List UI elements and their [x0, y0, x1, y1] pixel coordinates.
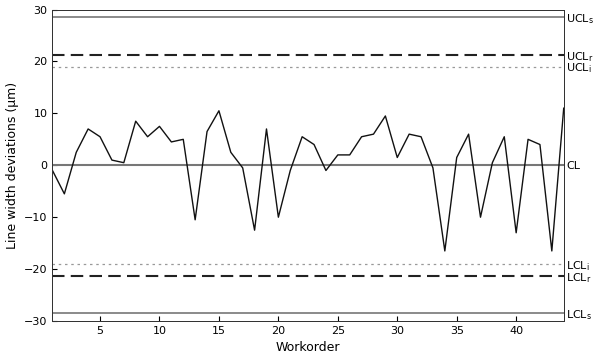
Y-axis label: Line width deviations (µm): Line width deviations (µm) — [5, 82, 19, 249]
X-axis label: Workorder: Workorder — [276, 341, 340, 355]
